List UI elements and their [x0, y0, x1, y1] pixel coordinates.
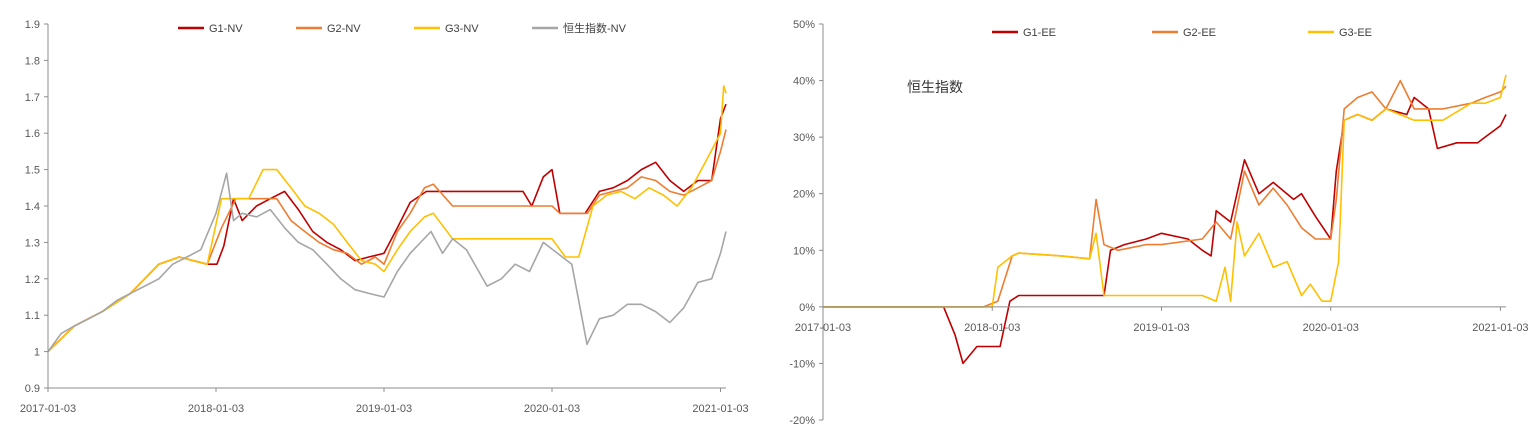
x-tick-label: 2017-01-03 [20, 403, 76, 415]
y-tick-label: 1.8 [25, 55, 40, 67]
nv-line-chart: G1-NV G2-NV G3-NV 恒生指数-NV 0.9 1 1.1 1.2 1.3 1… [20, 19, 749, 415]
series-line-g1-ee [823, 96, 1507, 365]
series-line-g2-ee [823, 79, 1507, 308]
y-tick-label: 30% [793, 132, 815, 144]
y-tick-label: 1.6 [25, 128, 40, 140]
x-axis-ticks: 2017-01-03 2018-01-03 2019-01-03 2020-01-03… [20, 388, 749, 415]
series-line-g1-nv [47, 103, 727, 353]
legend: G1-NV G2-NV G3-NV 恒生指数-NV [178, 21, 627, 35]
y-tick-label: 10% [793, 245, 815, 257]
y-tick-label: -20% [789, 415, 815, 427]
x-tick-label: 2020-01-03 [1303, 322, 1359, 334]
series-lines [823, 74, 1507, 365]
series-line-nv [47, 172, 727, 353]
y-tick-label: -10% [789, 358, 815, 370]
series-lines [47, 85, 727, 353]
x-tick-label: 2018-01-03 [964, 322, 1020, 334]
x-tick-label: 2019-01-03 [1133, 322, 1189, 334]
y-tick-label: 0.9 [25, 383, 40, 395]
legend-label-g3-ee: G3-EE [1339, 27, 1372, 39]
legend-label-g1-nv: G1-NV [209, 23, 243, 35]
series-line-g2-nv [47, 129, 727, 353]
y-tick-label: 1.3 [25, 237, 40, 249]
axes [822, 24, 1506, 420]
series-line-g3-ee [823, 74, 1507, 308]
y-tick-label: 1.7 [25, 92, 40, 104]
x-tick-label: 2018-01-03 [188, 403, 244, 415]
y-tick-label: 0% [799, 302, 815, 314]
legend-label-hsi-nv: 恒生指数-NV [563, 21, 627, 35]
legend-label-g1-ee: G1-EE [1023, 27, 1056, 39]
x-tick-label: 2019-01-03 [356, 403, 412, 415]
y-axis-ticks: 0.9 1 1.1 1.2 1.3 1.4 1.5 1.6 1.7 1.8 1.9 [25, 19, 48, 395]
y-tick-label: 20% [793, 189, 815, 201]
legend: G1-EE G2-EE G3-EE [992, 27, 1372, 39]
y-tick-label: 1 [34, 347, 40, 359]
y-tick-label: 1.4 [25, 201, 40, 213]
y-tick-label: 40% [793, 76, 815, 88]
legend-label-g3-nv: G3-NV [445, 23, 479, 35]
y-tick-label: 1.2 [25, 274, 40, 286]
ee-line-chart: G1-EE G2-EE G3-EE 恒生指数 -20% -10% 0% 10% 20% 3… [789, 19, 1529, 427]
y-tick-label: 1.9 [25, 19, 40, 31]
legend-label-g2-nv: G2-NV [327, 23, 361, 35]
x-tick-label: 2020-01-03 [524, 403, 580, 415]
x-tick-label: 2021-01-03 [1472, 322, 1528, 334]
legend-label-g2-ee: G2-EE [1183, 27, 1216, 39]
y-tick-label: 1.1 [25, 310, 40, 322]
chart-annotation: 恒生指数 [907, 79, 963, 95]
series-line-g3-nv [47, 85, 727, 353]
x-axis-ticks: 2017-01-03 2018-01-03 2019-01-03 2020-01-03… [795, 306, 1529, 334]
y-tick-label: 1.5 [25, 165, 40, 177]
y-axis-ticks: -20% -10% 0% 10% 20% 30% 40% 50% [789, 19, 823, 427]
axes [47, 24, 726, 389]
y-tick-label: 50% [793, 19, 815, 31]
x-tick-label: 2017-01-03 [795, 322, 851, 334]
x-tick-label: 2021-01-03 [692, 403, 748, 415]
